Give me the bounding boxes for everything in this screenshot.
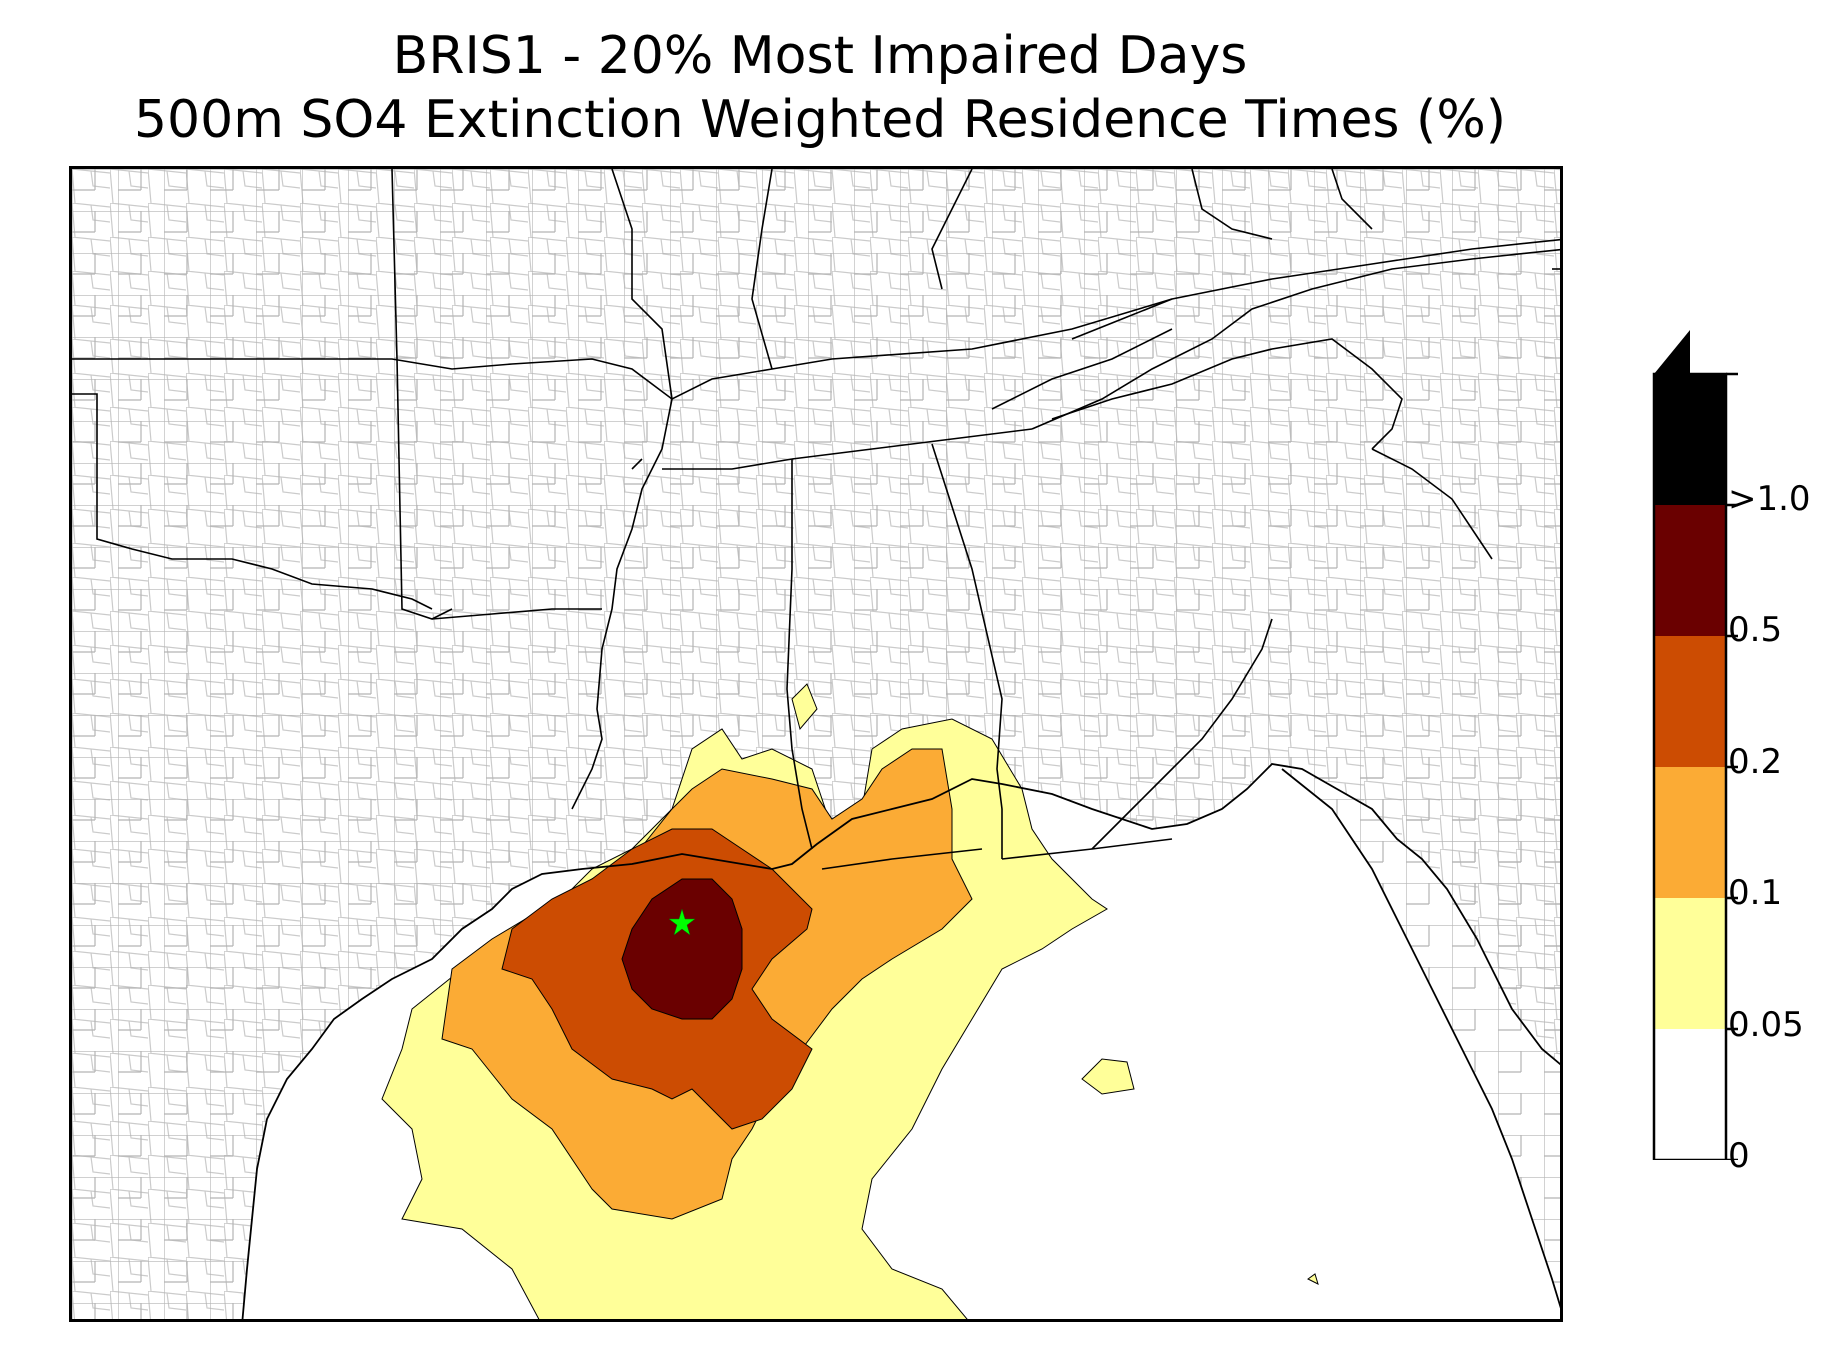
colorbar-bin-2 [1654, 767, 1726, 898]
coastline [241, 763, 1560, 1319]
colorbar-bin-0 [1654, 1029, 1726, 1160]
map-canvas [72, 169, 1560, 1319]
colorbar-label-0.5: 0.5 [1728, 610, 1783, 650]
chart-title-line-1: BRIS1 - 20% Most Impaired Days [392, 26, 1248, 86]
colorbar-label-0.1: 0.1 [1728, 873, 1783, 913]
colorbar-label-0.2: 0.2 [1728, 742, 1783, 782]
colorbar-label-0.05: 0.05 [1728, 1005, 1804, 1045]
chart-title-line-2: 500m SO4 Extinction Weighted Residence T… [133, 90, 1507, 150]
receptor-site-marker [668, 908, 696, 936]
colorbar-bin-4 [1654, 505, 1726, 636]
colorbar-canvas [1652, 330, 1738, 1162]
colorbar-bin-5 [1654, 374, 1726, 505]
colorbar [1640, 330, 1848, 1162]
colorbar-extend-arrow [1654, 330, 1690, 374]
colorbar-label-0: 0 [1728, 1136, 1750, 1176]
contour-level-0.5 [621, 878, 743, 1020]
colorbar-label-1.0: >1.0 [1728, 479, 1811, 519]
colorbar-bin-1 [1654, 898, 1726, 1029]
map-panel [69, 166, 1563, 1322]
colorbar-bin-3 [1654, 636, 1726, 767]
florida-peninsula [1282, 769, 1560, 1306]
state-borders [72, 169, 1560, 870]
